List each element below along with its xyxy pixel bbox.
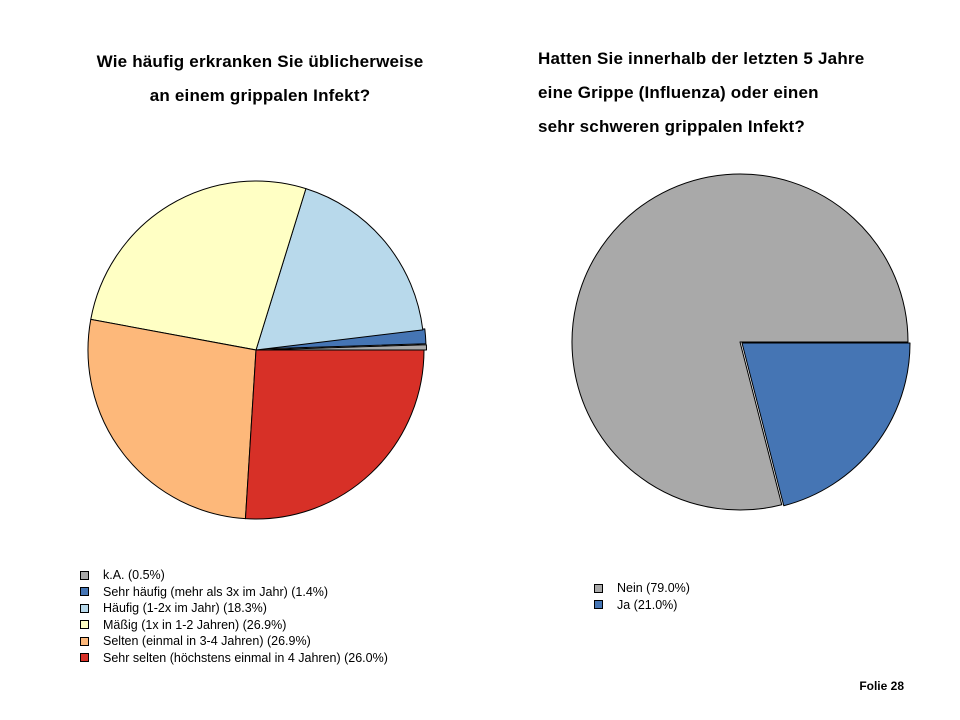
legend-swatch-0-4 [80, 636, 89, 646]
pie-slice-0-2 [255, 188, 424, 351]
chart-title-right-line-2: eine Grippe (Influenza) oder einen [538, 83, 819, 102]
legend-swatch-0-2 [80, 603, 89, 613]
legend-swatch-0-5 [80, 653, 89, 663]
pie-slice-0-0 [258, 344, 428, 351]
legend-item-0-0: k.A. (0.5%) [80, 567, 388, 584]
chart-title-right-line-1: Hatten Sie innerhalb der letzten 5 Jahre [538, 49, 865, 68]
legend-item-0-3: Mäßig (1x in 1-2 Jahren) (26.9%) [80, 617, 388, 634]
legend-left: k.A. (0.5%) Sehr häufig (mehr als 3x im J… [80, 567, 388, 666]
legend-swatch-1-1 [594, 600, 603, 610]
legend-item-1-0: Nein (79.0%) [594, 580, 690, 597]
legend-label-0-2: Häufig (1-2x im Jahr) (18.3%) [103, 601, 267, 615]
legend-item-0-2: Häufig (1-2x im Jahr) (18.3%) [80, 600, 388, 617]
pie-slice-1-1 [741, 342, 911, 507]
slide-number: Folie 28 [859, 679, 904, 693]
legend-label-0-4: Selten (einmal in 3-4 Jahren) (26.9%) [103, 634, 311, 648]
legend-swatch-1-0 [594, 583, 603, 593]
pie-slice-0-4 [87, 318, 257, 520]
legend-swatch-0-3 [80, 620, 89, 630]
legend-label-1-0: Nein (79.0%) [617, 581, 690, 595]
legend-swatch-0-1 [80, 587, 89, 597]
pie-slice-0-5 [244, 349, 425, 520]
legend-swatch-0-0 [80, 570, 89, 580]
pie-slice-0-3 [90, 180, 307, 351]
chart-title-left-line-2: an einem grippalen Infekt? [149, 86, 371, 105]
legend-item-1-1: Ja (21.0%) [594, 597, 690, 614]
legend-label-0-3: Mäßig (1x in 1-2 Jahren) (26.9%) [103, 617, 287, 632]
pie-chart-left [87, 180, 428, 520]
legend-item-0-5: Sehr selten (höchstens einmal in 4 Jahre… [80, 650, 388, 667]
legend-item-0-1: Sehr häufig (mehr als 3x im Jahr) (1.4%) [80, 584, 388, 601]
legend-item-0-4: Selten (einmal in 3-4 Jahren) (26.9%) [80, 633, 388, 650]
chart-title-left-line-1: Wie häufig erkranken Sie üblicherweise [96, 52, 424, 71]
pie-slice-1-0 [571, 173, 909, 511]
legend-label-1-1: Ja (21.0%) [617, 597, 678, 612]
pie-chart-right [571, 173, 911, 511]
chart-title-left: Wie häufig erkranken Sie üblicherweise a… [40, 45, 480, 113]
chart-title-right-line-3: sehr schweren grippalen Infekt? [538, 117, 805, 136]
legend-label-0-1: Sehr häufig (mehr als 3x im Jahr) (1.4%) [103, 584, 329, 599]
legend-label-0-0: k.A. (0.5%) [103, 568, 165, 582]
chart-title-right: Hatten Sie innerhalb der letzten 5 Jahre… [538, 42, 948, 144]
legend-label-0-5: Sehr selten (höchstens einmal in 4 Jahre… [103, 650, 388, 665]
legend-right: Nein (79.0%) Ja (21.0%) [594, 580, 690, 613]
